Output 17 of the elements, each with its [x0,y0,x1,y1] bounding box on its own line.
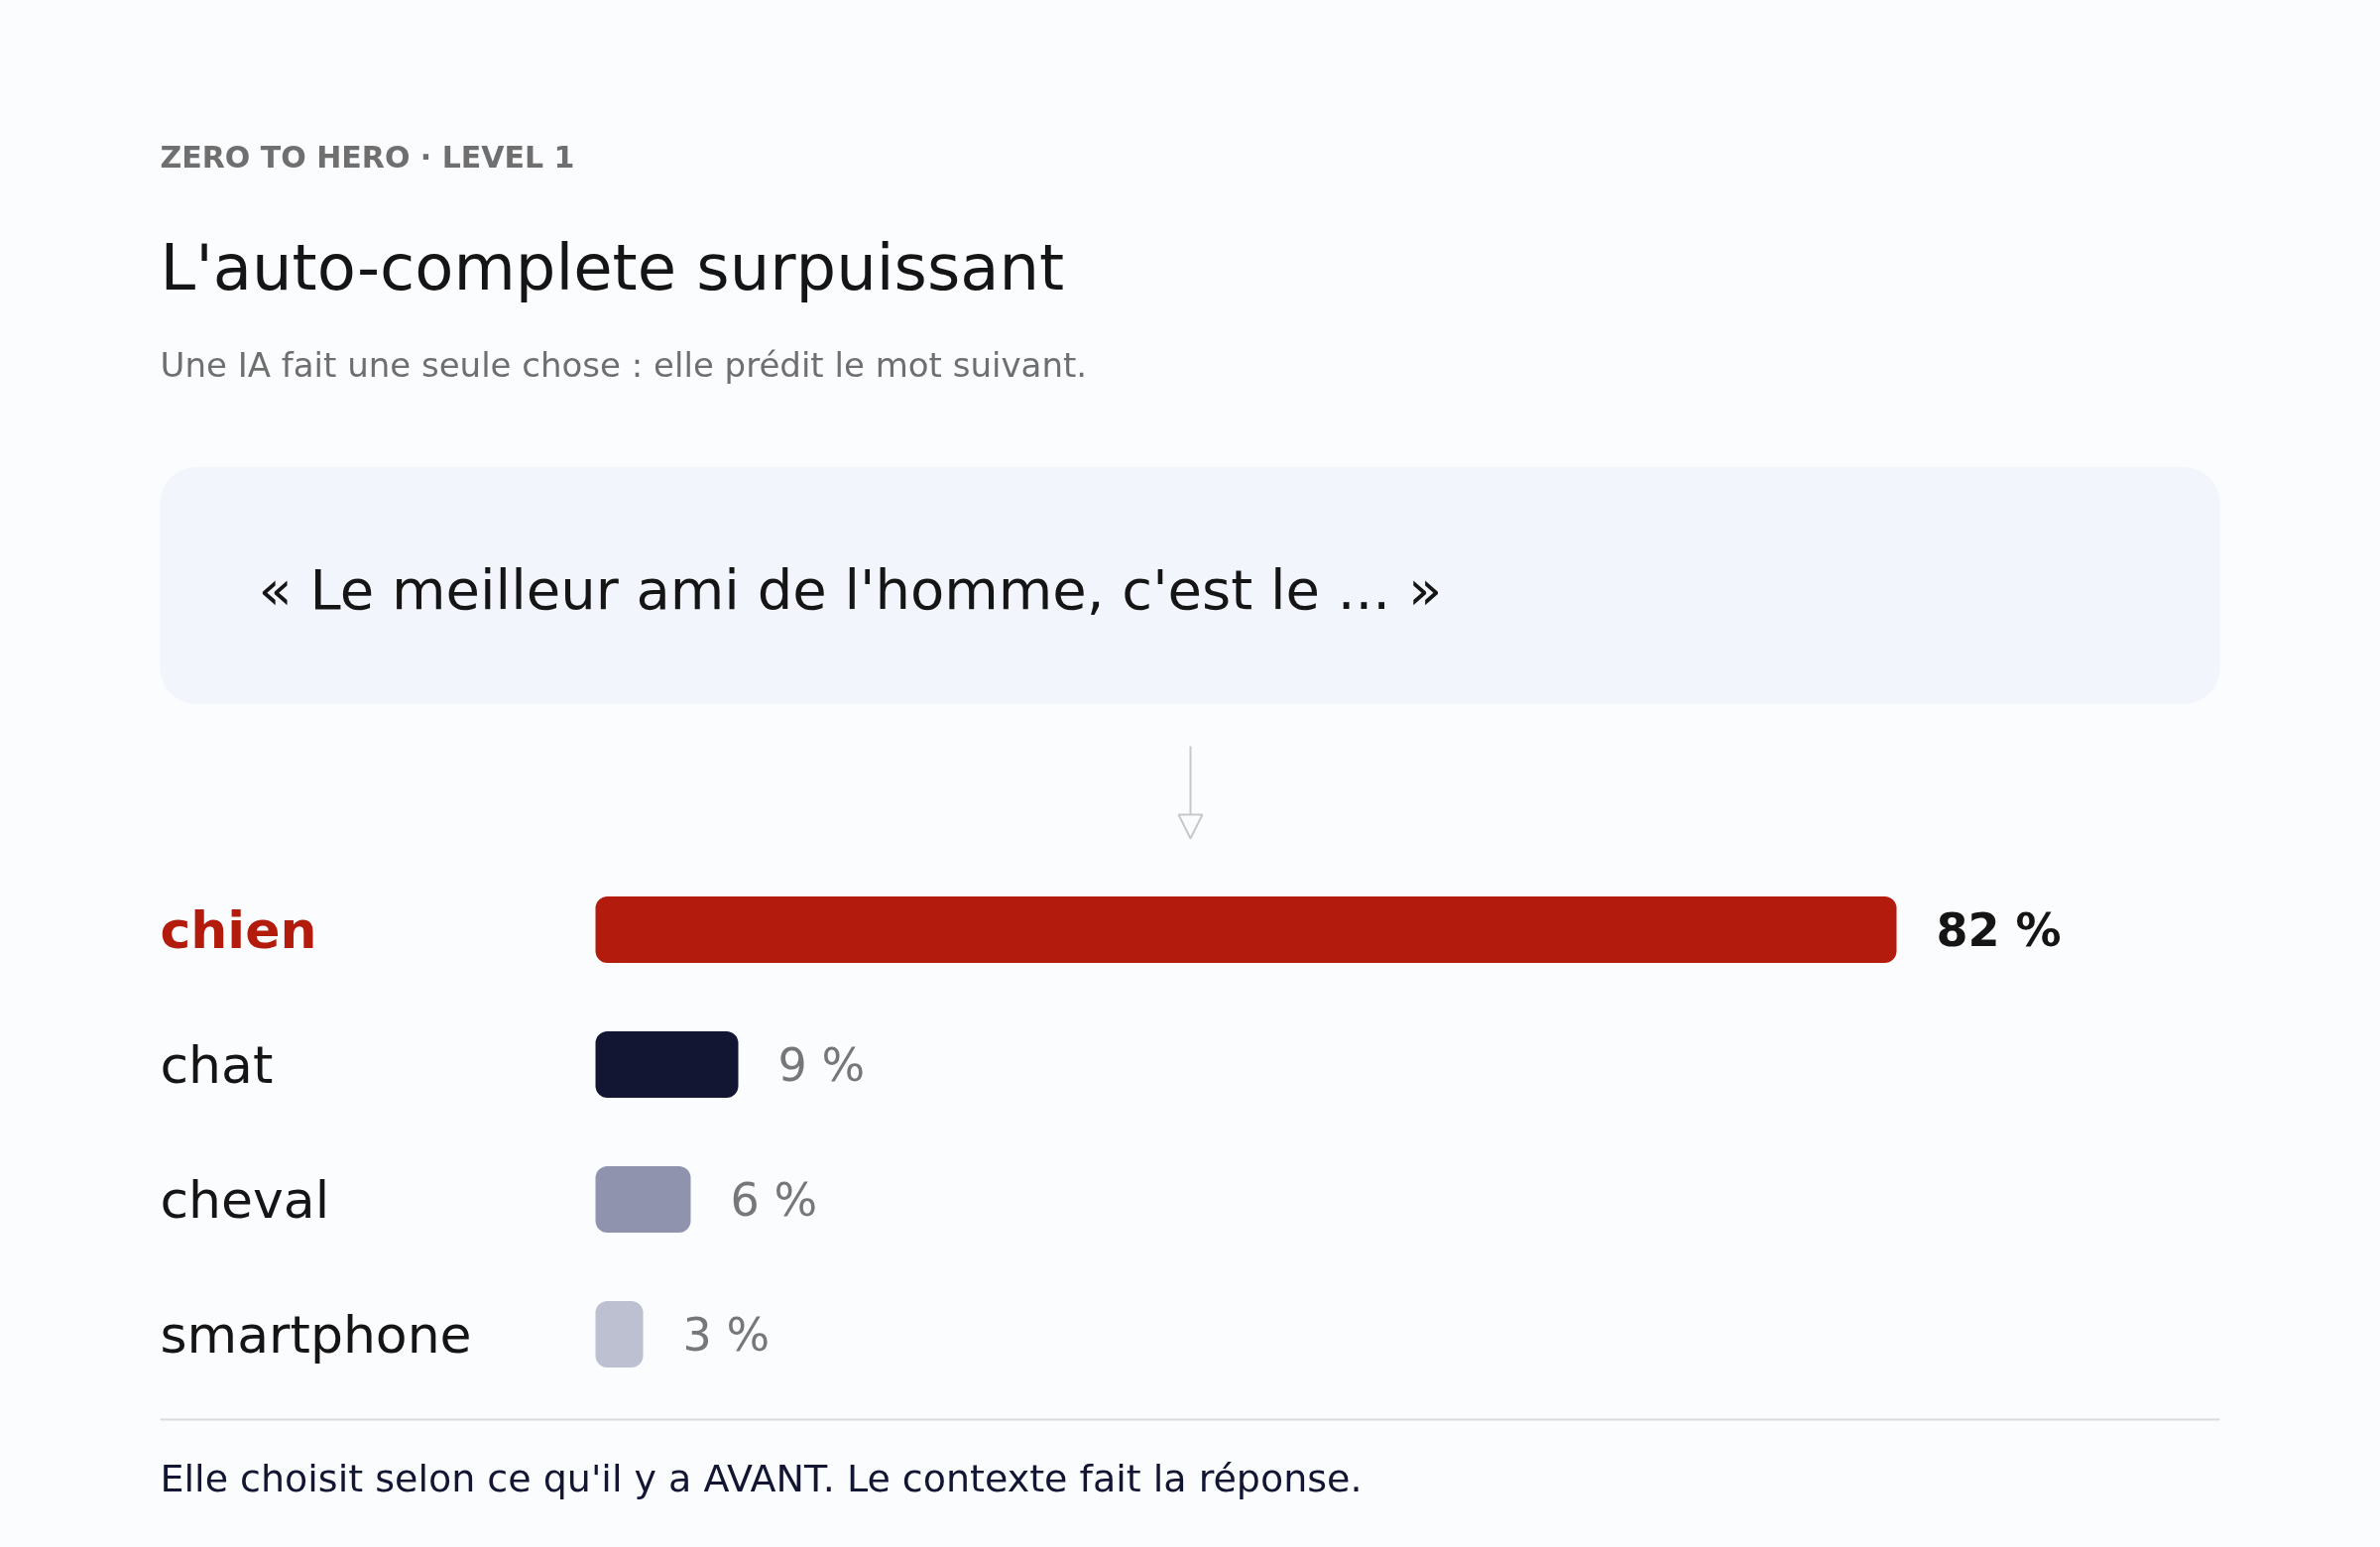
y-tick-label: chien [160,899,317,960]
data-label: 6 % [730,1172,818,1227]
text: « Le meilleur ami de l'homme, c'est le ... » [258,557,1443,622]
bar [595,896,1897,963]
bar [595,1031,739,1098]
text: Elle choisit selon ce qu'il y a AVANT. Le contexte fait la réponse. [160,1456,1363,1500]
data-label: 9 % [777,1037,866,1092]
data-label: 82 % [1936,902,2062,957]
text: Une IA fait une seule chose : elle prédit le mot suivant. [160,344,1088,385]
bar [595,1166,691,1233]
chart-title: L'auto-complete surpuissant [160,230,1065,304]
y-tick-label: smartphone [160,1304,472,1365]
data-label: 3 % [682,1307,771,1362]
chart-subtitle: ZERO TO HERO · LEVEL 1 [160,140,575,175]
y-tick-label: chat [160,1034,274,1095]
y-tick-label: cheval [160,1169,330,1230]
bar [595,1301,644,1368]
